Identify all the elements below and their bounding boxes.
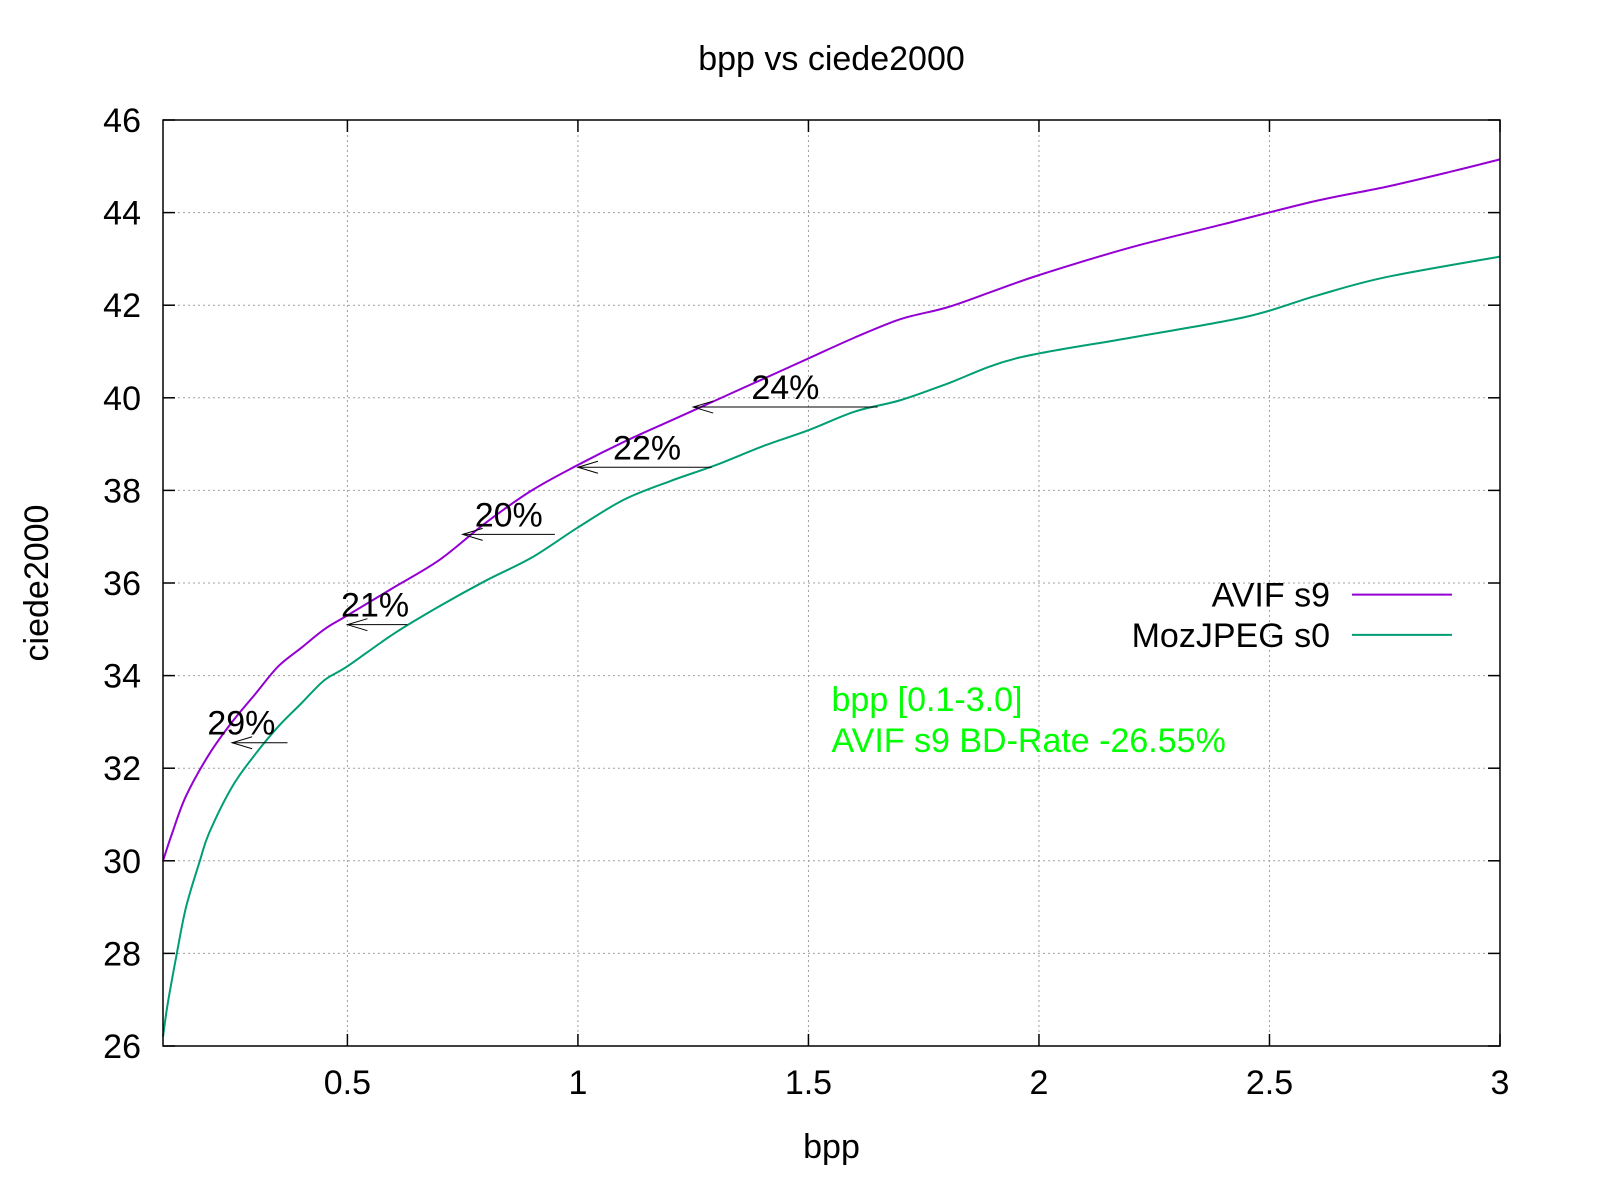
x-tick-label: 0.5 (324, 1064, 371, 1102)
y-tick-label: 44 (103, 195, 141, 233)
legend-label-avif: AVIF s9 (1212, 577, 1330, 615)
legend: AVIF s9 MozJPEG s0 (1132, 577, 1452, 655)
y-tick-label: 30 (103, 843, 141, 881)
annotation-arrow-head (230, 736, 253, 750)
x-axis-label: bpp (803, 1128, 860, 1166)
x-tick-label: 2 (1030, 1064, 1049, 1102)
annotation-arrow-head (345, 618, 368, 632)
annotation-label: 20% (475, 496, 543, 534)
legend-label-mozjpeg: MozJPEG s0 (1132, 617, 1330, 655)
y-axis-label: ciede2000 (18, 505, 56, 662)
y-tick-label: 26 (103, 1028, 141, 1066)
series-line-mozjpeg (162, 255, 1501, 1037)
annotation-label: 21% (341, 587, 409, 625)
annotation-layer: 29% 21% 20% 22% 24% (207, 369, 878, 750)
y-tick-label: 46 (103, 102, 141, 140)
annotation-label: 22% (613, 429, 681, 467)
plot-border (162, 119, 1501, 1047)
chart-title: bpp vs ciede2000 (698, 40, 965, 78)
grid-layer (163, 120, 1500, 1046)
info-box: bpp [0.1-3.0] AVIF s9 BD-Rate -26.55% (832, 681, 1226, 760)
annotation-arrow-head (576, 460, 599, 474)
annotation-label: 24% (751, 369, 819, 407)
y-tick-label: 36 (103, 565, 141, 603)
x-tick-label: 2.5 (1246, 1064, 1293, 1102)
y-tick-label: 28 (103, 935, 141, 973)
series-line-avif (162, 158, 1501, 862)
tick-layer: 0.5 1 1.5 2 2.5 3 26 28 30 32 34 36 38 40 42 44 46 (103, 102, 1509, 1102)
annotation-arrow-head (460, 527, 483, 541)
series-layer (162, 158, 1501, 1037)
info-range-text: bpp [0.1-3.0] (832, 681, 1023, 719)
y-tick-label: 42 (103, 287, 141, 325)
y-tick-label: 34 (103, 658, 141, 696)
annotation-label: 29% (207, 705, 275, 743)
info-bdrate-text: AVIF s9 BD-Rate -26.55% (832, 722, 1226, 760)
y-tick-label: 38 (103, 472, 141, 510)
y-tick-label: 32 (103, 750, 141, 788)
x-tick-label: 1.5 (785, 1064, 832, 1102)
x-tick-label: 3 (1491, 1064, 1510, 1102)
annotation-arrow-head (691, 400, 714, 414)
x-tick-label: 1 (568, 1064, 587, 1102)
y-tick-label: 40 (103, 380, 141, 418)
